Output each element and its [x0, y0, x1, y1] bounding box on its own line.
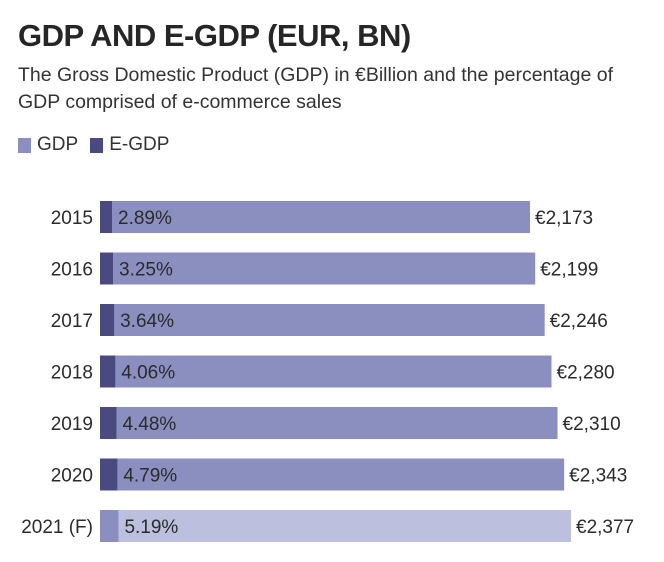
legend: GDP E-GDP [18, 134, 181, 156]
bar-row-1: 2016 3.25% €2,199 [51, 252, 598, 285]
bar-row-6: 2021 (F) 5.19% €2,377 [21, 510, 634, 542]
gdp-value-label: €2,280 [557, 363, 615, 384]
gdp-value-label: €2,310 [563, 414, 621, 435]
legend-label-gdp: GDP [37, 134, 79, 155]
gdp-bar [100, 355, 552, 388]
chart-subtitle: The Gross Domestic Product (GDP) in €Bil… [18, 64, 614, 113]
egdp-percent-label: 3.64% [120, 311, 174, 332]
egdp-bar [100, 355, 116, 388]
gdp-bar [100, 510, 571, 542]
gdp-value-label: €2,377 [576, 517, 634, 538]
gdp-bar [100, 458, 565, 491]
legend-swatch-gdp [18, 137, 31, 153]
category-label: 2015 [51, 208, 93, 229]
bar-row-4: 2019 4.48% €2,310 [51, 407, 621, 439]
gdp-value-label: €2,173 [535, 208, 593, 229]
gdp-bar [100, 304, 545, 336]
egdp-bar [100, 510, 119, 542]
egdp-percent-label: 4.06% [121, 363, 175, 384]
gdp-bar [100, 252, 536, 285]
egdp-bar [100, 458, 118, 491]
category-label: 2020 [51, 466, 93, 487]
bar-row-3: 2018 4.06% €2,280 [51, 355, 615, 388]
egdp-bar [100, 407, 117, 439]
legend-item-egdp: E-GDP [90, 134, 169, 156]
gdp-bar [100, 201, 530, 233]
category-label: 2016 [51, 260, 93, 281]
egdp-percent-label: 4.48% [122, 414, 176, 435]
egdp-bar [100, 201, 112, 233]
gdp-bar [100, 407, 558, 439]
chart-title: GDP AND E-GDP (EUR, BN) [18, 18, 411, 53]
legend-swatch-egdp [90, 137, 104, 153]
gdp-value-label: €2,199 [540, 260, 598, 281]
gdp-value-label: €2,246 [550, 311, 608, 332]
gdp-value-label: €2,343 [569, 466, 627, 487]
category-label: 2019 [51, 414, 93, 435]
egdp-bar [100, 304, 115, 336]
egdp-percent-label: 3.25% [119, 260, 173, 281]
legend-item-gdp: GDP [18, 134, 78, 156]
egdp-percent-label: 4.79% [123, 466, 177, 487]
category-label: 2021 (F) [21, 517, 93, 538]
egdp-percent-label: 2.89% [118, 208, 172, 229]
category-label: 2017 [51, 311, 93, 332]
legend-label-egdp: E-GDP [109, 134, 170, 155]
bar-row-0: 2015 2.89% €2,173 [51, 201, 593, 233]
egdp-percent-label: 5.19% [124, 517, 178, 538]
bar-row-2: 2017 3.64% €2,246 [51, 304, 608, 336]
category-label: 2018 [51, 363, 93, 384]
bar-row-5: 2020 4.79% €2,343 [51, 458, 627, 491]
egdp-bar [100, 252, 114, 285]
